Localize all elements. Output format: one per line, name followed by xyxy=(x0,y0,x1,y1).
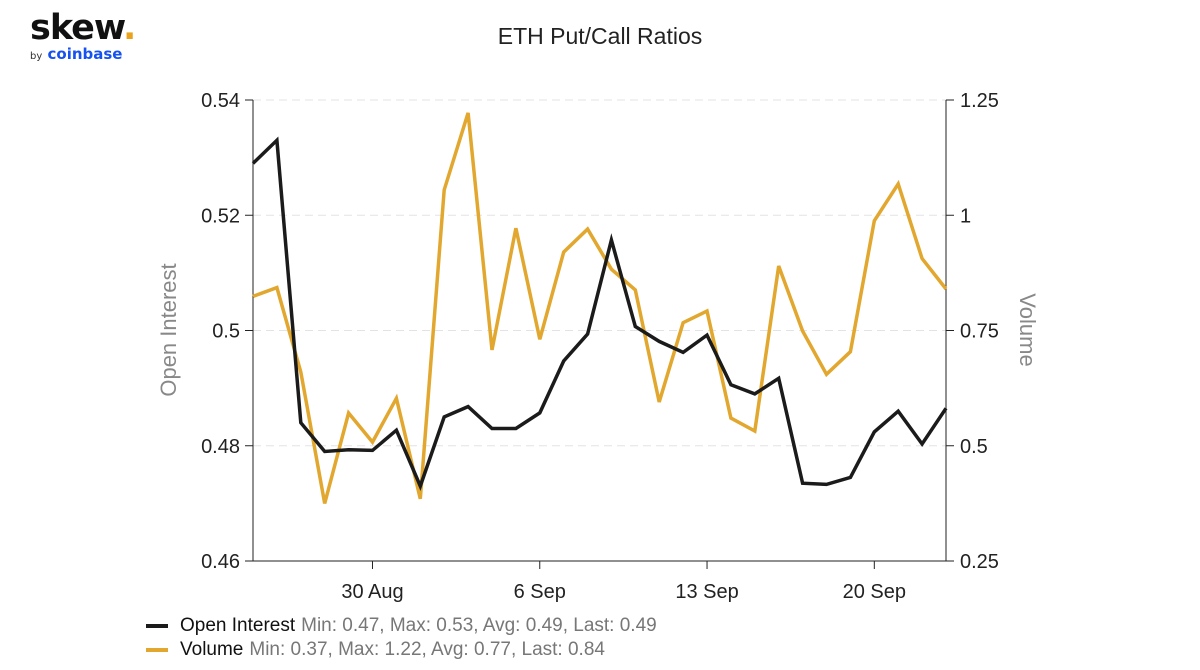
legend-label: Volume xyxy=(180,639,244,660)
series-line-open-interest xyxy=(251,136,948,491)
logo-company: coinbase xyxy=(47,45,123,63)
logo-by: by xyxy=(30,51,43,62)
legend-swatch-open-interest xyxy=(146,624,168,628)
y-tick-label-right: 1 xyxy=(960,205,971,227)
series-line-volume xyxy=(252,112,948,504)
series-lines xyxy=(251,112,948,504)
grid-lines xyxy=(253,99,946,447)
legend-swatch-volume xyxy=(146,648,168,652)
y-tick-label-left: 0.48 xyxy=(201,436,240,458)
y-tick-label-left: 0.5 xyxy=(212,321,240,343)
chart-title: ETH Put/Call Ratios xyxy=(498,23,703,49)
logo-subtitle: by coinbase xyxy=(30,45,135,66)
y-tick-label-left: 0.54 xyxy=(201,90,240,112)
legend-item-open-interest[interactable]: Open Interest Min: 0.47, Max: 0.53, Avg:… xyxy=(146,614,657,638)
y-tick-label-left: 0.52 xyxy=(201,205,240,227)
y-axis-label-right: Volume xyxy=(1015,293,1040,366)
x-tick-label: 20 Sep xyxy=(843,581,906,603)
y-tick-label-right: 0.75 xyxy=(960,321,999,343)
logo-wordmark: skew. xyxy=(30,8,136,48)
legend: Open Interest Min: 0.47, Max: 0.53, Avg:… xyxy=(146,614,657,662)
y-tick-label-right: 0.5 xyxy=(960,436,988,458)
x-tick-label: 30 Aug xyxy=(341,581,403,603)
y-axis-label-left: Open Interest xyxy=(156,263,181,396)
y-tick-label-right: 0.25 xyxy=(960,551,999,573)
put-call-ratio-chart: ETH Put/Call Ratios 0.460.480.50.520.540… xyxy=(156,23,1040,603)
skew-logo: skew. by coinbase xyxy=(30,8,136,66)
y-tick-label-right: 1.25 xyxy=(960,90,999,112)
axes xyxy=(245,99,954,569)
x-tick-label: 13 Sep xyxy=(675,581,738,603)
legend-stats: Min: 0.47, Max: 0.53, Avg: 0.49, Last: 0… xyxy=(301,615,657,636)
legend-stats: Min: 0.37, Max: 1.22, Avg: 0.77, Last: 0… xyxy=(249,639,605,660)
x-tick-label: 6 Sep xyxy=(514,581,566,603)
y-tick-label-left: 0.46 xyxy=(201,551,240,573)
logo-dot: . xyxy=(123,8,136,48)
legend-item-volume[interactable]: Volume Min: 0.37, Max: 1.22, Avg: 0.77, … xyxy=(146,638,657,662)
logo-brand: skew xyxy=(30,8,124,48)
tick-labels: 0.46 0.48 0.5 0.52 0.54 0.25 0.5 0.75 1 1.25 30 Au… xyxy=(201,90,999,603)
legend-label: Open Interest xyxy=(180,615,296,636)
